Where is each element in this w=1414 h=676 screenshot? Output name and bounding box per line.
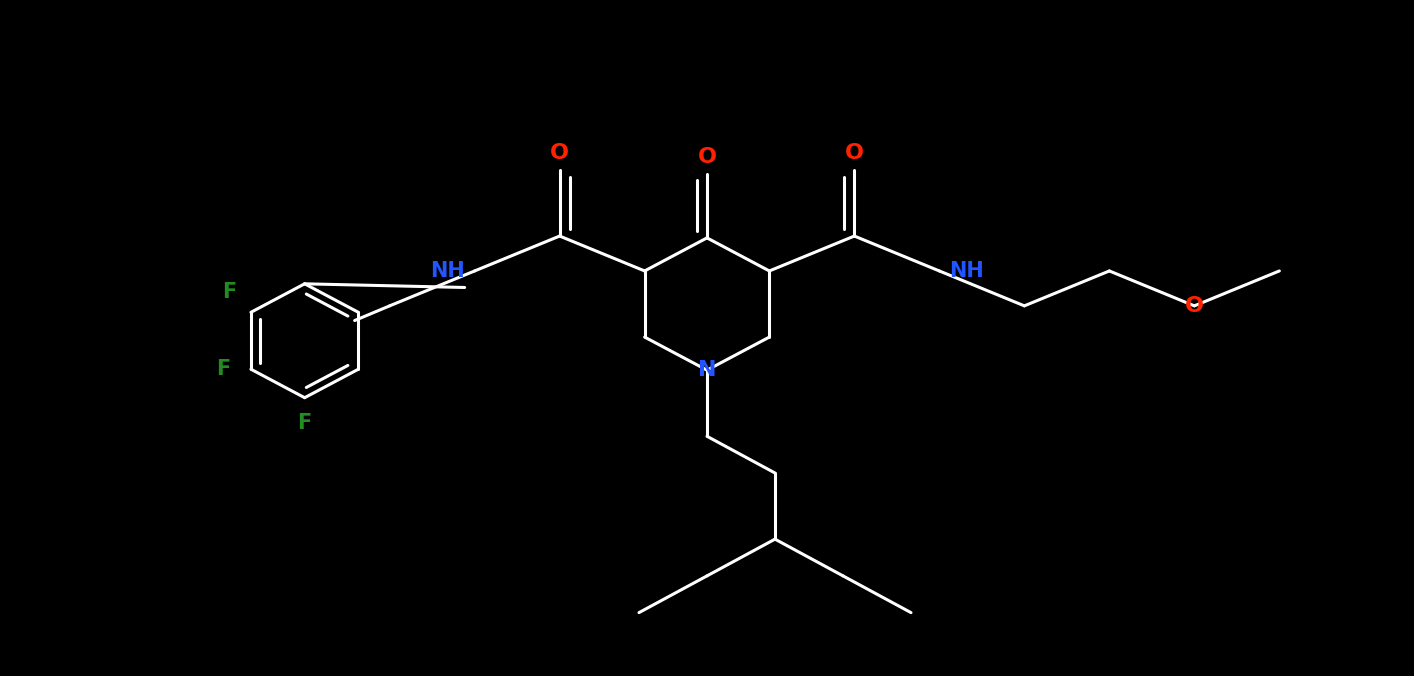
Text: NH: NH <box>949 261 984 281</box>
Text: F: F <box>222 282 236 302</box>
Text: O: O <box>1185 296 1203 316</box>
Text: O: O <box>697 147 717 167</box>
Text: F: F <box>216 359 230 379</box>
Text: NH: NH <box>430 261 465 281</box>
Text: O: O <box>550 143 570 164</box>
Text: N: N <box>697 360 717 380</box>
Text: F: F <box>297 414 311 433</box>
Text: O: O <box>844 143 864 164</box>
